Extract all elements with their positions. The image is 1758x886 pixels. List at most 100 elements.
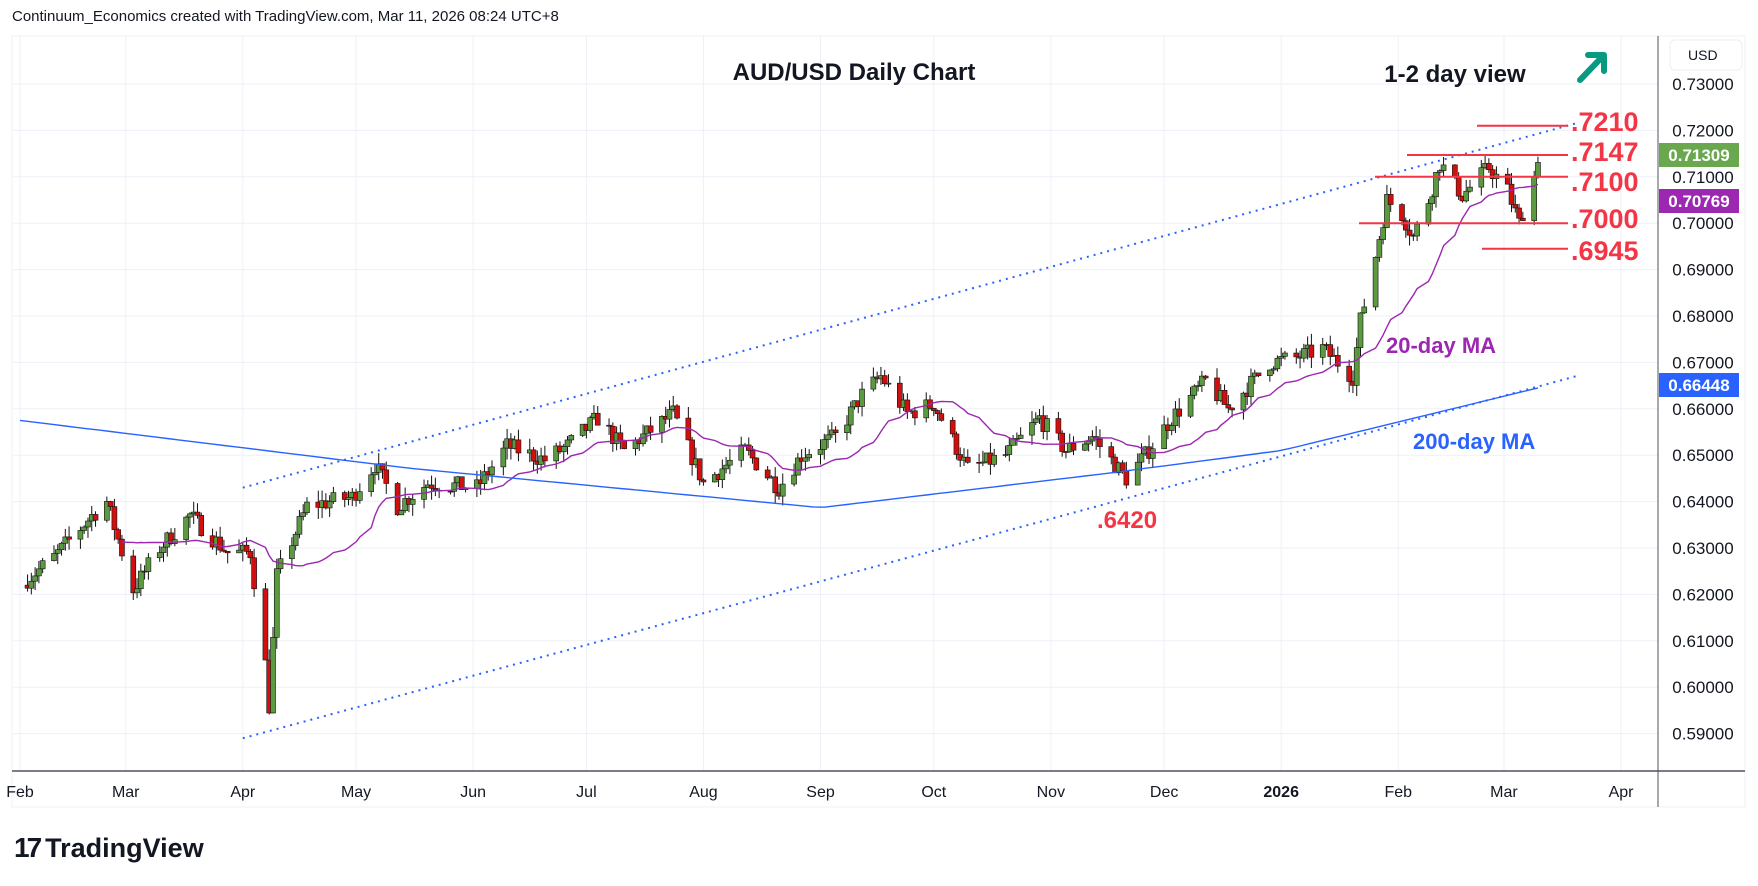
candle-down: [515, 439, 522, 454]
candle-up: [1085, 440, 1092, 445]
level-label: .7210: [1571, 107, 1639, 137]
candle-down: [341, 492, 348, 500]
candle-up: [1282, 352, 1288, 357]
candle-up: [1240, 392, 1247, 411]
candle-up: [844, 424, 850, 434]
x-tick-label: May: [341, 784, 371, 801]
candle-up: [727, 459, 733, 466]
candle-down: [1225, 404, 1232, 409]
candle-down: [1214, 377, 1220, 402]
candle-up: [587, 417, 593, 431]
candle-up: [481, 471, 488, 484]
candle-down: [198, 515, 205, 537]
candle-down: [912, 410, 918, 419]
low-annotation: .6420: [1097, 507, 1157, 534]
candle-up: [870, 376, 877, 390]
candle-down: [1255, 372, 1262, 376]
candle-up: [859, 388, 865, 407]
x-tick-label: Aug: [689, 784, 717, 801]
candle-up: [62, 536, 69, 544]
candle-down: [115, 529, 121, 540]
y-tick-label: 0.72000: [1672, 121, 1733, 140]
candle-down: [1486, 163, 1492, 170]
candle-up: [54, 549, 61, 554]
candle-down: [262, 588, 269, 661]
chart-subtitle: 1-2 day view: [1384, 61, 1526, 88]
candle-up: [791, 474, 797, 485]
candle-up: [156, 552, 163, 559]
candle-down: [930, 408, 937, 411]
candle-down: [1516, 207, 1522, 219]
candle-up: [564, 439, 571, 447]
x-tick-label: Apr: [1609, 784, 1635, 801]
tradingview-logo[interactable]: 17 TradingView: [14, 832, 204, 864]
candle-down: [1108, 446, 1115, 458]
candle-down: [542, 455, 548, 462]
candle-up: [1191, 385, 1198, 396]
candle-up: [779, 483, 786, 497]
candle-down: [953, 433, 960, 455]
candle-up: [368, 474, 374, 492]
candle-down: [749, 450, 756, 459]
candle-up: [187, 513, 193, 518]
x-tick-label: Oct: [921, 784, 946, 801]
candle-up: [723, 464, 729, 470]
candle-up: [560, 446, 567, 453]
candle-down: [1070, 443, 1077, 451]
candle-up: [802, 457, 809, 462]
candle-up: [1195, 385, 1201, 387]
candle-down: [594, 412, 601, 426]
candle-up: [1372, 257, 1379, 308]
candle-down: [1406, 229, 1413, 236]
y-tick-label: 0.65000: [1672, 446, 1733, 465]
candle-down: [217, 536, 223, 551]
candle-up: [58, 542, 65, 550]
candle-down: [1327, 344, 1334, 357]
candle-up: [1384, 194, 1390, 228]
candle-down: [772, 476, 779, 494]
candle-down: [647, 425, 654, 433]
candle-up: [36, 568, 42, 577]
candle-down: [107, 501, 114, 507]
chart-frame: [11, 35, 1746, 808]
x-tick-label: Apr: [230, 784, 256, 801]
candle-down: [119, 538, 125, 557]
candle-up: [1161, 424, 1167, 450]
price-tag: [1659, 143, 1739, 167]
candle-up: [134, 588, 140, 594]
tradingview-logo-icon: 17: [14, 832, 42, 863]
candle-down: [221, 549, 227, 552]
candle-up: [1433, 172, 1439, 198]
candle-up: [1429, 196, 1436, 204]
candle-up: [236, 549, 242, 554]
y-tick-label: 0.63000: [1672, 539, 1733, 558]
candle-up: [1044, 418, 1050, 432]
candle-down: [447, 490, 454, 493]
candle-up: [451, 482, 458, 492]
candle-up: [795, 457, 801, 476]
candle-up: [296, 516, 303, 535]
candle-down: [753, 457, 760, 471]
candle-up: [1006, 444, 1013, 455]
candle-up: [39, 560, 46, 570]
level-label: .6945: [1571, 236, 1639, 266]
candle-up: [1168, 425, 1175, 431]
candle-up: [183, 516, 189, 540]
candle-up: [1353, 347, 1360, 386]
candle-down: [1452, 164, 1458, 177]
x-tick-label: Jun: [460, 784, 486, 801]
candle-up: [738, 444, 745, 461]
candle-down: [1402, 220, 1409, 231]
x-tick-label: Nov: [1037, 784, 1065, 801]
price-tag-label: 0.70769: [1668, 192, 1729, 211]
candle-down: [251, 557, 257, 590]
x-tick-label: Feb: [6, 784, 34, 801]
price-tag-label: 0.71309: [1668, 146, 1729, 165]
candle-up: [1029, 422, 1035, 436]
candle-up: [847, 406, 854, 426]
candle-down: [1455, 176, 1462, 197]
candle-up: [1199, 375, 1205, 386]
candle-down: [674, 405, 680, 419]
y-tick-label: 0.68000: [1672, 307, 1733, 326]
